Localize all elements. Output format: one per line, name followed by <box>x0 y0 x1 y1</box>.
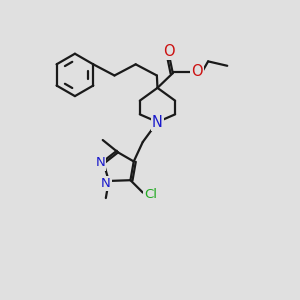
Text: N: N <box>95 157 105 169</box>
Text: N: N <box>101 177 111 190</box>
Text: O: O <box>164 44 175 59</box>
Text: N: N <box>152 115 163 130</box>
Text: Cl: Cl <box>144 188 157 201</box>
Text: O: O <box>191 64 203 79</box>
